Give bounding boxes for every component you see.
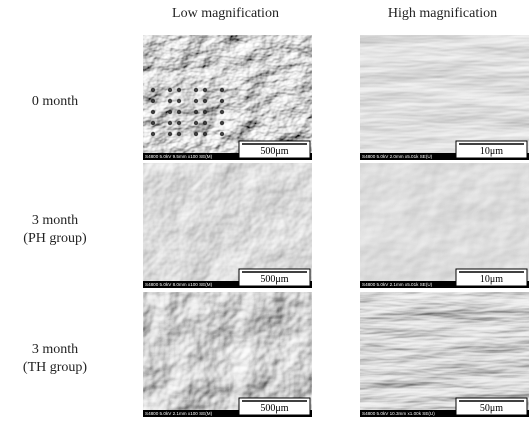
pore [194, 88, 198, 92]
pore [194, 132, 198, 136]
pore [220, 132, 224, 136]
sem-info: S4800 5.0kV 2.1mm x5.01k SE(U) [362, 282, 433, 287]
pore [151, 121, 155, 125]
pore [177, 99, 181, 103]
pore [168, 88, 172, 92]
sem-panel: S4800 5.0kV 8.0mm x100 SE(M) 500μm [143, 163, 312, 288]
figure: Low magnification High magnification 0 mon… [0, 0, 529, 423]
pore [203, 132, 207, 136]
pore [151, 88, 155, 92]
sem-panel: S4800 5.0kV 2.0mm x5.01k SE(U) 10μm [360, 35, 529, 160]
pore [168, 99, 172, 103]
scale-label: 50μm [480, 403, 503, 414]
sem-info: S4800 5.0kV 2.0mm x5.01k SE(U) [362, 154, 433, 159]
sem-panel: S4800 5.0kV 2.1mm x5.01k SE(U) 10μm [360, 163, 529, 288]
scale-label: 500μm [260, 274, 288, 285]
pore [177, 110, 181, 114]
scale-label: 500μm [260, 403, 288, 414]
pore [203, 88, 207, 92]
sem-panel: S4800 5.0kV 10.3mm x1.00k SE(U) 50μm [360, 292, 529, 417]
pore [194, 99, 198, 103]
sem-info: S4800 5.0kV 10.3mm x1.00k SE(U) [362, 411, 435, 416]
pore [177, 88, 181, 92]
row-label: (TH group) [23, 360, 87, 375]
pore [151, 132, 155, 136]
pore [220, 88, 224, 92]
sem-panel: S4800 5.0kV 2.1mm x100 SE(M) 500μm [143, 292, 312, 417]
pore [220, 99, 224, 103]
pore [151, 110, 155, 114]
pore [177, 121, 181, 125]
column-header: Low magnification [172, 6, 279, 21]
column-header: High magnification [388, 6, 497, 21]
pore [168, 121, 172, 125]
pore [168, 110, 172, 114]
row-label: 0 month [32, 94, 78, 109]
row-label: 3 month [32, 213, 78, 228]
pore [151, 99, 155, 103]
pore [177, 132, 181, 136]
pore [220, 110, 224, 114]
pore [203, 121, 207, 125]
sem-panel: S4800 5.0kV 9.5mm x100 SE(M) 500μm [143, 35, 312, 160]
pore [194, 121, 198, 125]
pore [203, 99, 207, 103]
scale-label: 10μm [480, 146, 503, 157]
sem-info: S4800 5.0kV 9.5mm x100 SE(M) [145, 154, 213, 159]
pore [203, 110, 207, 114]
scale-label: 500μm [260, 146, 288, 157]
row-label: (PH group) [23, 231, 87, 246]
pore [220, 121, 224, 125]
sem-info: S4800 5.0kV 8.0mm x100 SE(M) [145, 282, 213, 287]
pore [194, 110, 198, 114]
sem-info: S4800 5.0kV 2.1mm x100 SE(M) [145, 411, 213, 416]
scale-label: 10μm [480, 274, 503, 285]
row-label: 3 month [32, 342, 78, 357]
pore [168, 132, 172, 136]
